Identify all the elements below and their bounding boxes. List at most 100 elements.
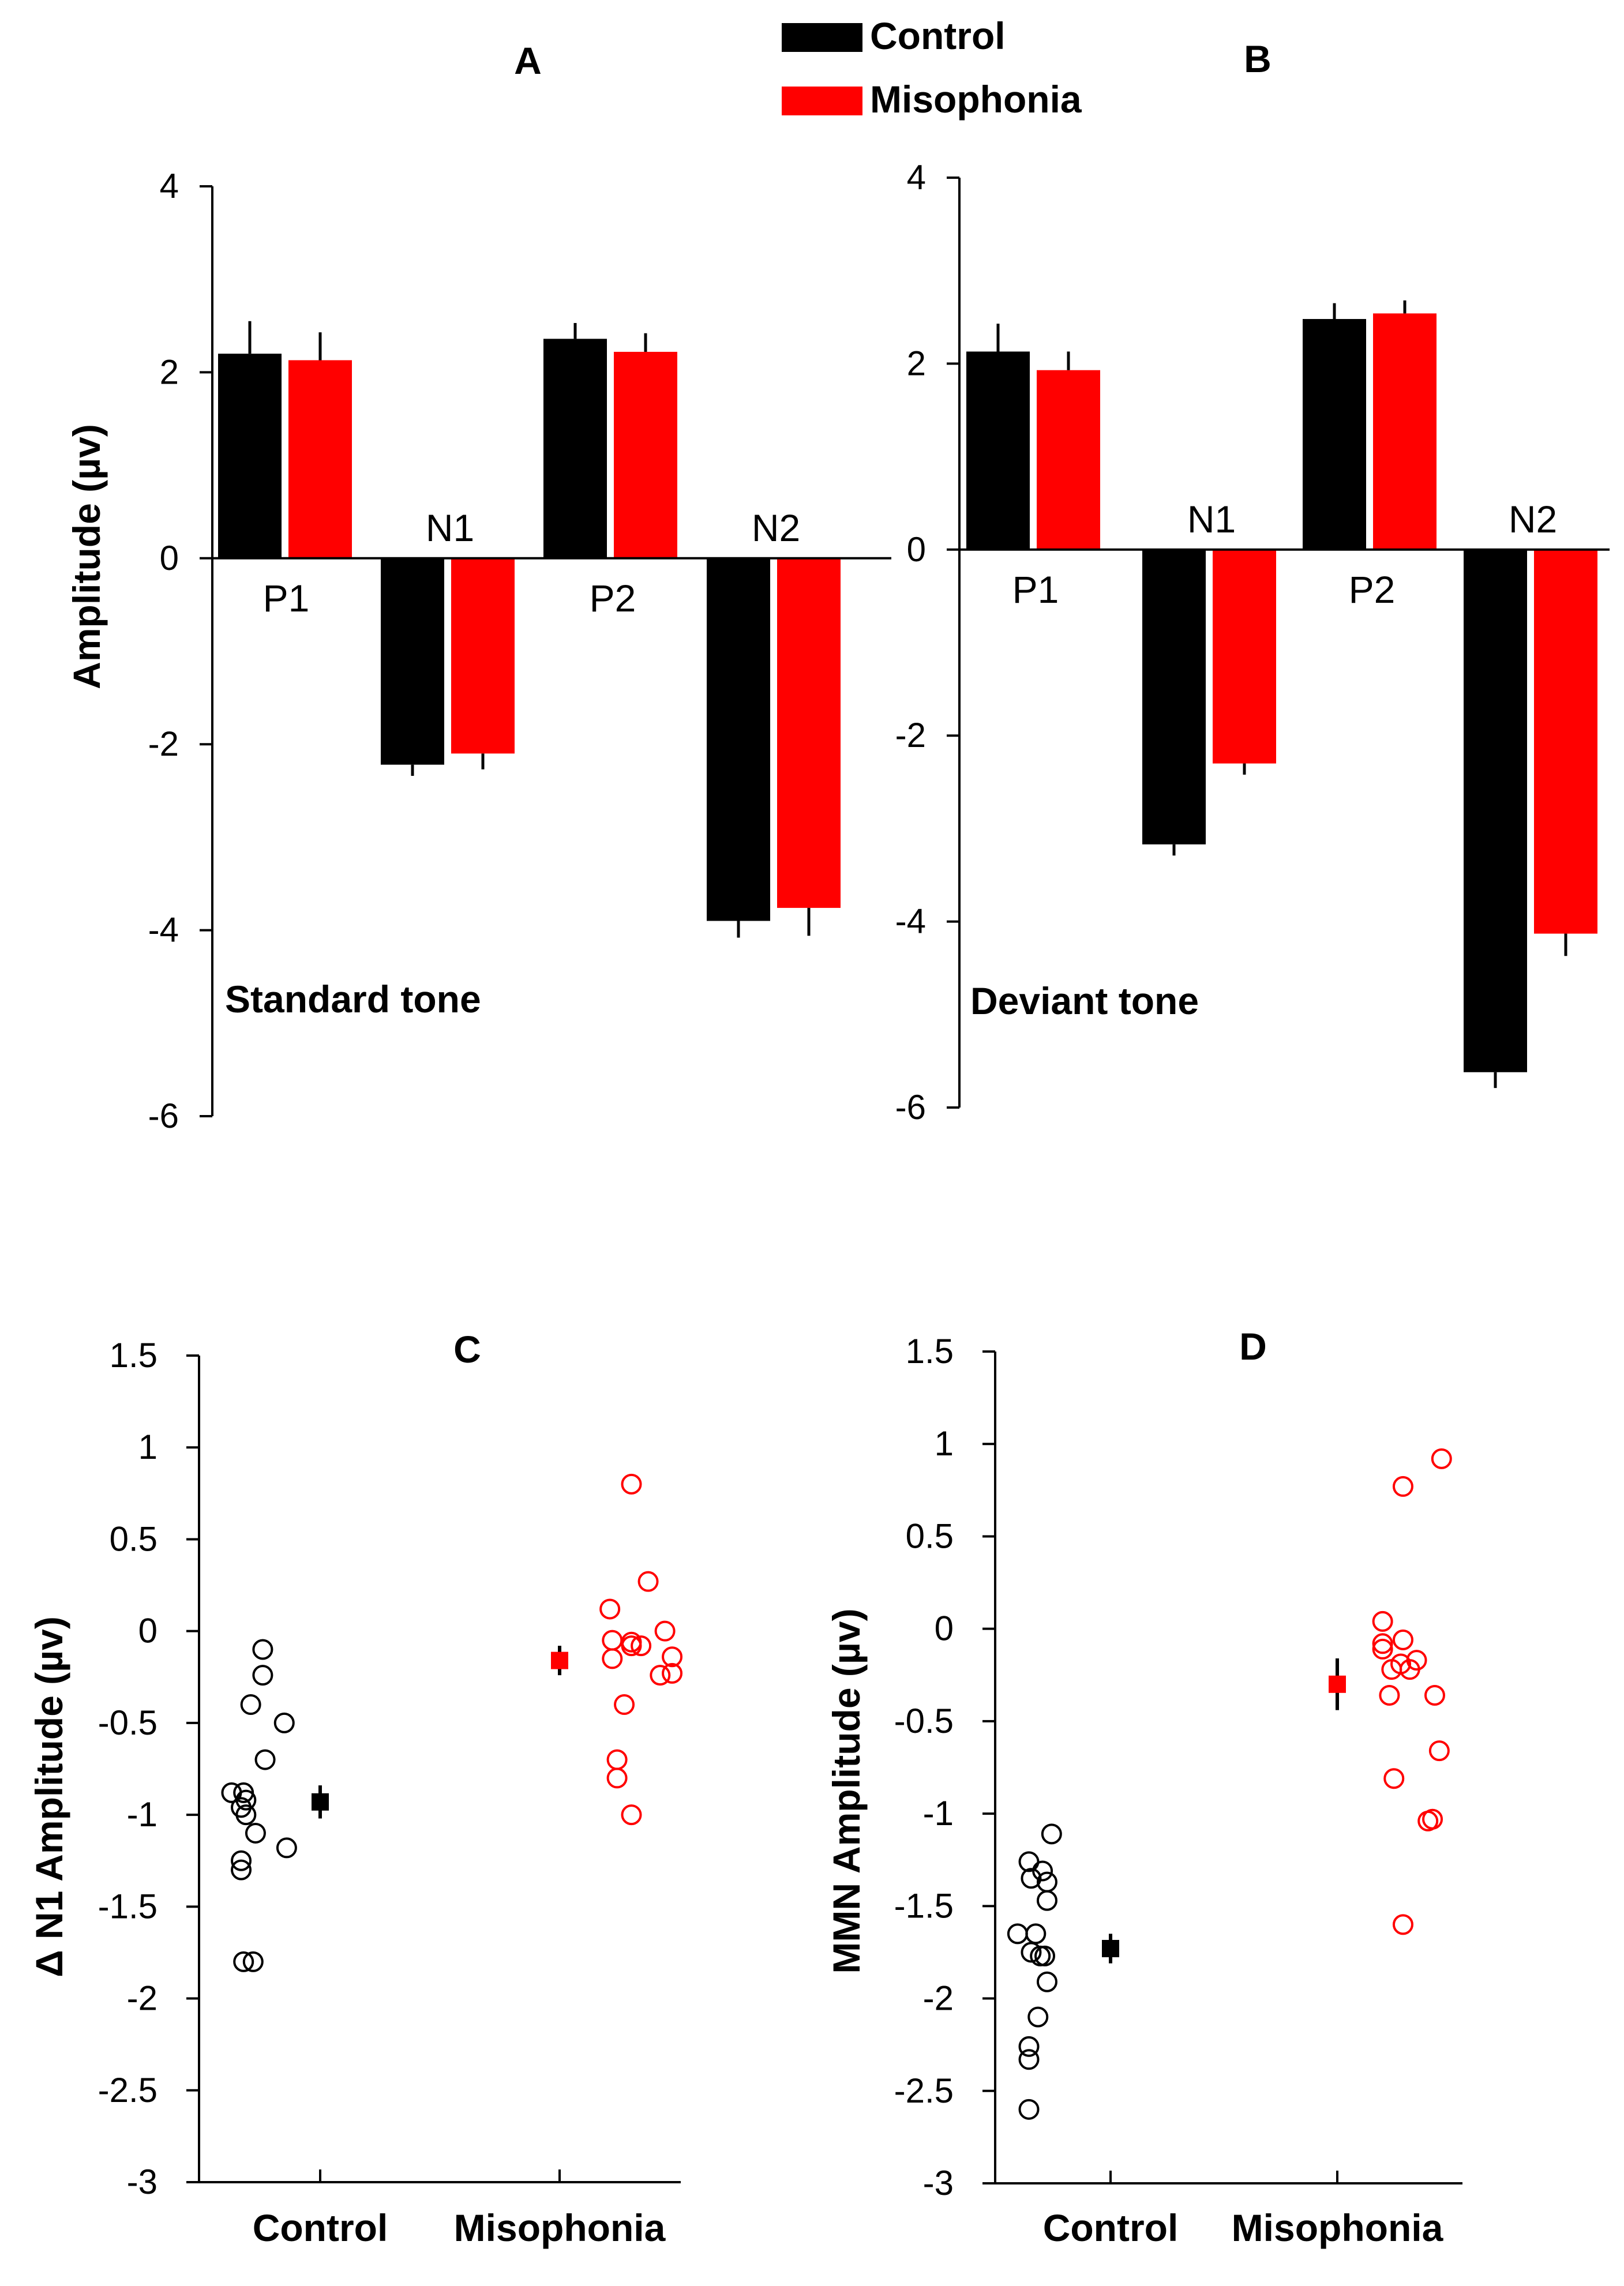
- panel-c-point-control: [240, 1694, 261, 1716]
- panel-d-point-control: [1021, 1942, 1042, 1963]
- panel-d-label: D: [1239, 1325, 1267, 1368]
- panel-d-point-misophonia: [1372, 1638, 1393, 1660]
- panel-c-point-misophonia: [599, 1598, 621, 1620]
- panel-b-category-label-p2: P2: [1349, 568, 1396, 611]
- panel-d-point-control: [1018, 2049, 1040, 2070]
- panel-a: A Amplitude (µv) Standard tone 4 2 0 -2 -4 -6…: [65, 39, 891, 1135]
- panel-a-bar-control-p2: [543, 339, 607, 558]
- panel-d-point-control: [1018, 2099, 1040, 2120]
- panel-c-point-control: [231, 1859, 252, 1880]
- panel-d-point-misophonia: [1431, 1448, 1452, 1469]
- panel-b-category-label-p1: P1: [1012, 568, 1059, 611]
- panel-b-label: B: [1244, 37, 1272, 80]
- panel-b-bar-control-n1: [1142, 549, 1206, 844]
- panel-c-label: C: [453, 1328, 481, 1371]
- panel-b-bar-misophonia-n2: [1534, 549, 1597, 934]
- panel-a-y-tick-label: 2: [160, 352, 179, 391]
- panel-d-point-misophonia: [1372, 1633, 1393, 1654]
- panel-d-point-control: [1041, 1823, 1062, 1845]
- panel-b-annotation: Deviant tone: [970, 979, 1199, 1022]
- panel-d-point-misophonia: [1424, 1685, 1445, 1706]
- panel-d-mean-control: [1102, 1940, 1119, 1958]
- panel-a-y-tick-label: 0: [160, 539, 179, 577]
- panel-c-point-control: [252, 1639, 273, 1660]
- panel-c-y-tick-label: -1.5: [98, 1887, 157, 1925]
- panel-d-point-misophonia: [1372, 1611, 1393, 1632]
- panel-d-y-tick-label: -1.5: [894, 1886, 954, 1925]
- panel-a-y-tick-label: -2: [148, 725, 179, 763]
- panel-d-point-control: [1021, 1868, 1042, 1889]
- panel-c-x-tick-label-control: Control: [253, 2206, 388, 2249]
- panel-b-y-tick-label: 0: [907, 530, 926, 569]
- panel-c-point-control: [242, 1951, 264, 1972]
- panel-c-point-misophonia: [614, 1694, 635, 1716]
- panel-b-bar-control-n2: [1464, 549, 1527, 1072]
- panel-c-point-control: [273, 1712, 295, 1733]
- panel-c-point-misophonia: [621, 1804, 642, 1826]
- panel-d-point-control: [1027, 2006, 1049, 2028]
- panel-c-mean-misophonia: [551, 1651, 568, 1669]
- panel-d-point-control: [1032, 1860, 1053, 1882]
- panel-d-y-tick-label: 1: [935, 1424, 954, 1463]
- panel-d-y-tick-label: -2.5: [894, 2071, 954, 2110]
- panel-c-point-misophonia: [654, 1620, 676, 1642]
- panel-d-point-misophonia: [1428, 1740, 1450, 1762]
- panel-b-bar-misophonia-p2: [1373, 313, 1437, 550]
- panel-d-point-control: [1036, 1890, 1057, 1911]
- panel-c-point-misophonia: [621, 1473, 642, 1495]
- legend-swatch-control: [782, 23, 862, 52]
- panel-c-y-tick-label: -2: [127, 1979, 157, 2018]
- panel-d-y-tick-label: -3: [923, 2164, 954, 2202]
- panel-d-point-misophonia: [1392, 1476, 1413, 1497]
- panel-a-bar-control-n2: [707, 558, 770, 921]
- panel-d-y-tick-label: 0.5: [906, 1517, 954, 1555]
- panel-c-point-control: [231, 1850, 252, 1871]
- panel-b-y-tick-label: -4: [895, 902, 926, 941]
- panel-c-point-control: [254, 1749, 276, 1770]
- panel-d-mean-misophonia: [1329, 1675, 1346, 1693]
- panel-d-y-tick-label: 0: [935, 1609, 954, 1648]
- panel-a-y-tick-label: 4: [160, 167, 179, 205]
- panel-b-y-tick-label: 2: [907, 344, 926, 382]
- panel-b-bar-control-p2: [1303, 319, 1366, 550]
- panel-c-point-misophonia: [631, 1635, 652, 1657]
- panel-a-bar-misophonia-p2: [614, 351, 677, 558]
- panel-b-bar-misophonia-n1: [1213, 549, 1276, 764]
- panel-c-y-tick-label: -3: [127, 2163, 157, 2201]
- panel-c-point-control: [252, 1665, 273, 1686]
- panel-c-point-misophonia: [662, 1662, 683, 1684]
- panel-d-y-tick-label: -2: [923, 1979, 954, 2018]
- panel-c-point-control: [276, 1837, 297, 1859]
- panel-b-bar-control-p1: [966, 351, 1030, 550]
- panel-c-y-tick-label: -2.5: [98, 2071, 157, 2109]
- panel-b-bar-misophonia-p1: [1037, 370, 1100, 550]
- panel-d-point-misophonia: [1392, 1629, 1413, 1650]
- panel-c-y-tick-label: 0: [138, 1612, 157, 1650]
- panel-d-x-tick-label-misophonia: Misophonia: [1232, 2206, 1444, 2249]
- panel-d-point-misophonia: [1383, 1768, 1405, 1789]
- panel-a-bar-misophonia-n2: [777, 558, 841, 908]
- panel-c-point-misophonia: [662, 1646, 683, 1668]
- panel-c-ylabel: Δ N1 Amplitude (µv): [28, 1616, 70, 1977]
- panel-c-x-tick-label-misophonia: Misophonia: [454, 2206, 666, 2249]
- panel-a-ylabel: Amplitude (µv): [65, 424, 108, 689]
- panel-d-point-control: [1036, 1971, 1057, 1992]
- panel-a-y-tick-label: -6: [148, 1097, 179, 1135]
- panel-c-mean-control: [312, 1793, 329, 1811]
- panel-b-y-tick-label: -6: [895, 1088, 926, 1127]
- panel-d-point-misophonia: [1392, 1914, 1413, 1935]
- panel-a-annotation: Standard tone: [225, 978, 481, 1020]
- panel-c-point-control: [235, 1804, 257, 1826]
- panel-c-point-misophonia: [606, 1767, 628, 1789]
- panel-a-label: A: [514, 39, 542, 82]
- panel-a-category-label-p2: P2: [590, 577, 636, 620]
- panel-d-point-misophonia: [1379, 1685, 1400, 1706]
- panel-d-point-misophonia: [1417, 1810, 1439, 1831]
- panel-d: D MMN Amplitude (µv) 1.5 1 0.5 0 -0.5 -1 -1.5 -…: [825, 1325, 1462, 2249]
- panel-a-bar-control-n1: [381, 558, 444, 765]
- panel-a-category-label-p1: P1: [263, 577, 310, 620]
- panel-a-category-label-n2: N2: [752, 506, 800, 549]
- panel-c-point-control: [233, 1951, 254, 1972]
- panel-b-y-tick-label: -2: [895, 716, 926, 755]
